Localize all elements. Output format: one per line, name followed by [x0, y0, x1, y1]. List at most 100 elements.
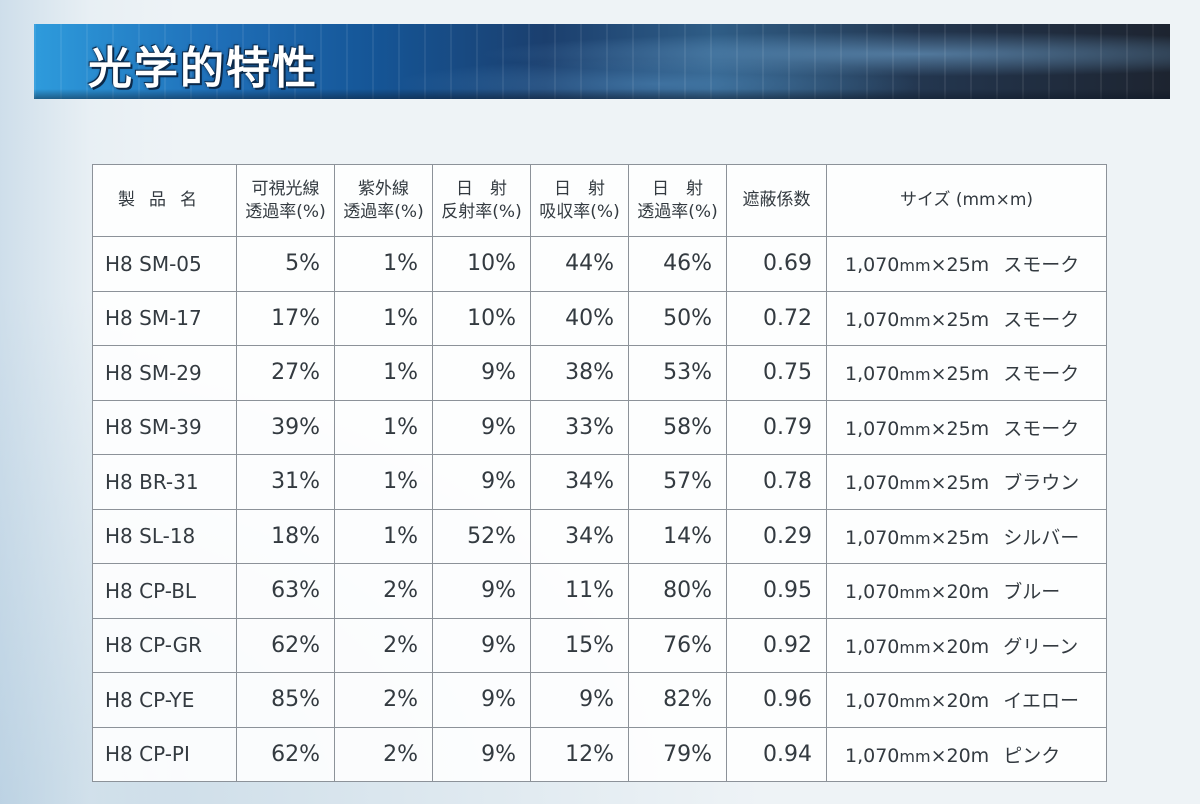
size-color: ピンク [1003, 744, 1061, 767]
size-length: ×25m [930, 308, 990, 331]
size-width: 1,070 [845, 690, 900, 713]
visible-transmittance-cell: 27% [236, 345, 335, 401]
size-unit: mm [899, 583, 931, 603]
table-row: H8 SM-05 5% 1% 10% 44% 46% 0.69 1,070mm×25m スモーク [92, 236, 1107, 292]
size-cell: 1,070mm×25m スモーク [826, 399, 1107, 455]
visible-transmittance-cell: 5% [236, 236, 335, 292]
solar-transmittance-cell: 76% [628, 617, 727, 673]
size-length: ×20m [930, 690, 990, 713]
size-color: スモーク [1003, 308, 1080, 331]
product-name-cell: H8 SL-18 [92, 508, 237, 564]
size-cell: 1,070mm×25m シルバー [826, 508, 1107, 564]
size-length: ×25m [930, 254, 990, 277]
shading-coefficient-cell: 0.78 [726, 454, 827, 510]
shading-coefficient-cell: 0.96 [726, 672, 827, 728]
table-row: H8 SM-17 17% 1% 10% 40% 50% 0.72 1,070mm×25m スモー… [92, 290, 1107, 346]
shading-coefficient-cell: 0.29 [726, 508, 827, 564]
uv-transmittance-cell: 2% [334, 726, 433, 782]
solar-transmittance-cell: 50% [628, 290, 727, 346]
shading-coefficient-cell: 0.75 [726, 345, 827, 401]
size-width: 1,070 [845, 744, 900, 767]
size-width: 1,070 [845, 308, 900, 331]
size-unit: mm [899, 692, 931, 712]
size-width: 1,070 [845, 472, 900, 495]
size-color: スモーク [1003, 363, 1080, 386]
solar-absorptance-cell: 9% [530, 672, 629, 728]
header-solar-transmittance: 日 射 透過率(%) [628, 164, 727, 237]
size-color: スモーク [1003, 254, 1080, 277]
solar-absorptance-cell: 12% [530, 726, 629, 782]
visible-transmittance-cell: 18% [236, 508, 335, 564]
size-length: ×25m [930, 526, 990, 549]
product-name-cell: H8 CP-PI [92, 726, 237, 782]
uv-transmittance-cell: 1% [334, 290, 433, 346]
size-cell: 1,070mm×20m ピンク [826, 726, 1107, 782]
page-title: 光学的特性 [88, 43, 318, 94]
table-row: H8 SL-18 18% 1% 52% 34% 14% 0.29 1,070mm×25m シルバ… [92, 508, 1107, 564]
header-product-name: 製品名 [92, 164, 237, 237]
solar-transmittance-cell: 82% [628, 672, 727, 728]
size-width: 1,070 [845, 417, 900, 440]
solar-transmittance-cell: 53% [628, 345, 727, 401]
size-cell: 1,070mm×25m スモーク [826, 345, 1107, 401]
size-length: ×25m [930, 417, 990, 440]
solar-absorptance-cell: 34% [530, 454, 629, 510]
solar-reflectance-cell: 10% [432, 290, 531, 346]
uv-transmittance-cell: 2% [334, 563, 433, 619]
table-row: H8 CP-PI 62% 2% 9% 12% 79% 0.94 1,070mm×20m ピンク [92, 726, 1107, 782]
solar-reflectance-cell: 9% [432, 399, 531, 455]
size-unit: mm [899, 419, 931, 439]
solar-transmittance-cell: 80% [628, 563, 727, 619]
solar-absorptance-cell: 40% [530, 290, 629, 346]
solar-absorptance-cell: 44% [530, 236, 629, 292]
solar-transmittance-cell: 57% [628, 454, 727, 510]
size-width: 1,070 [845, 363, 900, 386]
size-cell: 1,070mm×25m ブラウン [826, 454, 1107, 510]
size-color: ブルー [1003, 581, 1061, 604]
solar-absorptance-cell: 38% [530, 345, 629, 401]
table-row: H8 SM-29 27% 1% 9% 38% 53% 0.75 1,070mm×25m スモーク [92, 345, 1107, 401]
solar-reflectance-cell: 9% [432, 726, 531, 782]
shading-coefficient-cell: 0.94 [726, 726, 827, 782]
solar-reflectance-cell: 9% [432, 672, 531, 728]
size-color: イエロー [1003, 690, 1079, 713]
product-name-cell: H8 SM-17 [92, 290, 237, 346]
uv-transmittance-cell: 1% [334, 508, 433, 564]
size-color: グリーン [1003, 635, 1079, 658]
header-solar-absorptance: 日 射 吸収率(%) [530, 164, 629, 237]
header-shading-coefficient: 遮蔽係数 [726, 164, 827, 237]
solar-reflectance-cell: 9% [432, 345, 531, 401]
product-name-cell: H8 CP-YE [92, 672, 237, 728]
uv-transmittance-cell: 1% [334, 236, 433, 292]
size-width: 1,070 [845, 254, 900, 277]
solar-absorptance-cell: 34% [530, 508, 629, 564]
solar-reflectance-cell: 10% [432, 236, 531, 292]
size-unit: mm [899, 637, 931, 657]
product-name-cell: H8 CP-BL [92, 563, 237, 619]
table-header-row: 製品名 可視光線 透過率(%) 紫外線 透過率(%) 日 射 反射率(%) 日 … [92, 164, 1107, 237]
solar-reflectance-cell: 9% [432, 563, 531, 619]
size-cell: 1,070mm×20m イエロー [826, 672, 1107, 728]
product-name-cell: H8 CP-GR [92, 617, 237, 673]
size-length: ×25m [930, 363, 990, 386]
shading-coefficient-cell: 0.92 [726, 617, 827, 673]
visible-transmittance-cell: 17% [236, 290, 335, 346]
size-unit: mm [899, 310, 931, 330]
size-unit: mm [899, 528, 931, 548]
solar-reflectance-cell: 52% [432, 508, 531, 564]
solar-reflectance-cell: 9% [432, 617, 531, 673]
size-cell: 1,070mm×20m ブルー [826, 563, 1107, 619]
size-width: 1,070 [845, 581, 900, 604]
table-row: H8 CP-GR 62% 2% 9% 15% 76% 0.92 1,070mm×20m グリーン [92, 617, 1107, 673]
product-name-cell: H8 SM-39 [92, 399, 237, 455]
uv-transmittance-cell: 1% [334, 399, 433, 455]
visible-transmittance-cell: 63% [236, 563, 335, 619]
solar-absorptance-cell: 33% [530, 399, 629, 455]
solar-transmittance-cell: 14% [628, 508, 727, 564]
table-row: H8 SM-39 39% 1% 9% 33% 58% 0.79 1,070mm×25m スモーク [92, 399, 1107, 455]
shading-coefficient-cell: 0.79 [726, 399, 827, 455]
size-cell: 1,070mm×20m グリーン [826, 617, 1107, 673]
uv-transmittance-cell: 1% [334, 345, 433, 401]
size-color: スモーク [1003, 417, 1080, 440]
visible-transmittance-cell: 85% [236, 672, 335, 728]
